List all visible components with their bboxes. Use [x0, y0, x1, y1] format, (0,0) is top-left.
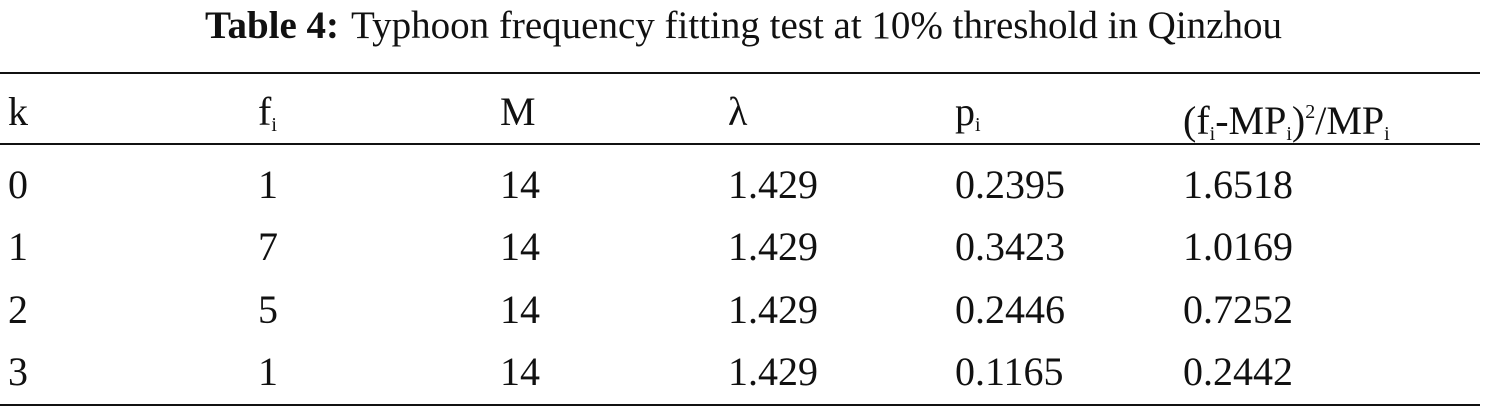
- table-cell: 0.2446: [955, 287, 1065, 332]
- table-cell: 1: [258, 349, 278, 394]
- header-text: p: [955, 89, 975, 134]
- table-cell: 14: [500, 162, 540, 207]
- table-cell: 1.429: [728, 349, 818, 394]
- table-cell: 1.429: [728, 224, 818, 269]
- top-rule: [0, 72, 1480, 74]
- table-cell: 2: [8, 287, 28, 332]
- header-text: f: [258, 89, 272, 134]
- table-cell: 0.3423: [955, 224, 1065, 269]
- header-text: λ: [728, 89, 748, 134]
- table-cell: 0.7252: [1183, 287, 1293, 332]
- table-cell: 3: [8, 349, 28, 394]
- table-cell: 5: [258, 287, 278, 332]
- header-cell: M: [500, 87, 536, 137]
- header-cell: pi: [955, 87, 981, 150]
- table-cell: 1.6518: [1183, 162, 1293, 207]
- subscript: i: [271, 114, 277, 136]
- table-cell: 1.429: [728, 287, 818, 332]
- table-cell: 1: [258, 162, 278, 207]
- table-cell: 0.2395: [955, 162, 1065, 207]
- header-cell: k: [8, 87, 28, 137]
- table-cell: 0.2442: [1183, 349, 1293, 394]
- header-text: M: [500, 89, 536, 134]
- header-text: ): [1291, 98, 1306, 143]
- header-cell: λ: [728, 87, 747, 137]
- table-cell: 1.0169: [1183, 224, 1293, 269]
- table-cell: 14: [500, 349, 540, 394]
- header-cell: fi: [258, 87, 277, 150]
- header-text: -MP: [1215, 98, 1287, 143]
- superscript: 2: [1305, 101, 1316, 123]
- bottom-rule: [0, 404, 1480, 406]
- header-rule: [0, 143, 1480, 145]
- table-caption: Table 4: Typhoon frequency fitting test a…: [0, 0, 1487, 52]
- caption-label: Table 4:: [205, 4, 340, 47]
- subscript: i: [1286, 123, 1292, 145]
- header-text: k: [8, 89, 28, 134]
- header-text: (f: [1183, 98, 1210, 143]
- subscript: i: [975, 114, 981, 136]
- table-cell: 14: [500, 287, 540, 332]
- table-cell: 0.1165: [955, 349, 1064, 394]
- header-cell: (fi-MPi)2/MPi: [1183, 87, 1390, 159]
- table-cell: 14: [500, 224, 540, 269]
- table-cell: 0: [8, 162, 28, 207]
- subscript: i: [1384, 123, 1390, 145]
- table-cell: 7: [258, 224, 278, 269]
- subscript: i: [1209, 123, 1216, 145]
- caption-text: Typhoon frequency fitting test at 10% th…: [351, 4, 1282, 47]
- header-text: /MP: [1315, 98, 1385, 143]
- table-cell: 1.429: [728, 162, 818, 207]
- table-cell: 1: [8, 224, 28, 269]
